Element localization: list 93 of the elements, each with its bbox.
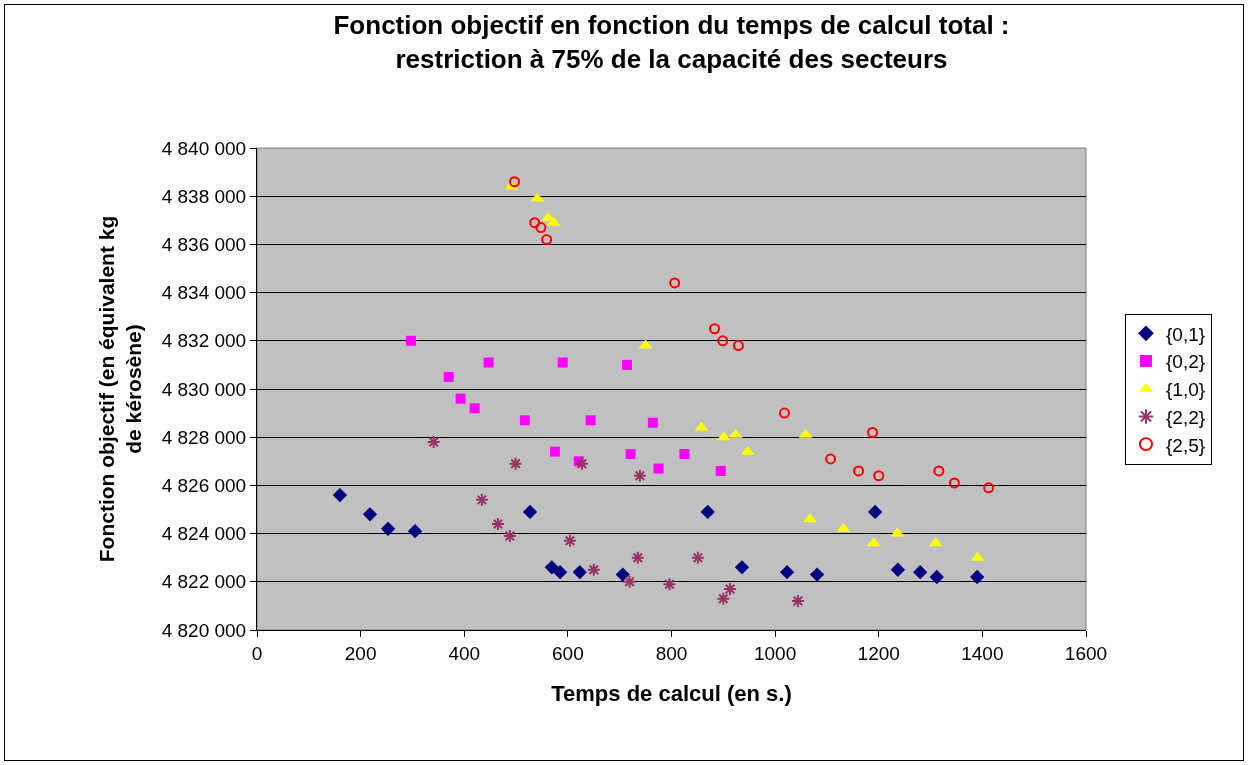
point (983, 482, 995, 494)
legend-label: {1,0} (1165, 379, 1206, 401)
point (544, 560, 559, 575)
point (332, 487, 348, 503)
legend-label: {2,5} (1165, 434, 1206, 456)
point (662, 577, 677, 592)
x-tick-label: 200 (344, 642, 377, 664)
y-tick-label: 4 830 000 (161, 378, 247, 400)
point (621, 359, 632, 370)
y-tick-label: 4 828 000 (161, 426, 247, 448)
point (535, 222, 547, 234)
point (490, 516, 505, 531)
y-tick-label: 4 836 000 (161, 234, 247, 256)
legend-label: {0,2} (1165, 351, 1206, 373)
point (690, 550, 705, 565)
point (948, 477, 960, 489)
point (585, 415, 596, 426)
point (362, 507, 378, 522)
chart-title: Fonction objectif en fonction du temps de calcul total : restriction à 75% de la capacité des secteurs (333, 10, 1010, 75)
y-tick-label: 4 840 000 (161, 137, 247, 159)
x-tick-label: 600 (552, 642, 584, 664)
point (716, 591, 731, 606)
point (653, 463, 664, 474)
x-tick-label: 800 (655, 642, 688, 664)
x-tick-label: 0 (251, 642, 263, 664)
point (469, 403, 480, 414)
point (970, 569, 985, 585)
y-axis-title: Fonction objectif (en équivalent kg de kérosène) (94, 215, 145, 563)
point (586, 562, 601, 577)
point (732, 340, 744, 352)
point (717, 335, 729, 347)
point (508, 456, 523, 471)
point (669, 277, 681, 289)
y-tick-label: 4 838 000 (161, 185, 247, 207)
point (825, 453, 837, 465)
point (809, 567, 825, 582)
point (913, 565, 928, 580)
point (647, 417, 658, 428)
point (522, 504, 538, 520)
point (455, 393, 466, 404)
point (630, 550, 645, 565)
point (502, 529, 517, 544)
legend-label: {2,2} (1165, 406, 1206, 428)
point (929, 569, 944, 585)
x-tick-label: 1000 (753, 642, 797, 664)
y-tick-label: 4 824 000 (161, 523, 247, 545)
y-tick-label: 4 822 000 (161, 571, 247, 593)
point (853, 465, 865, 477)
x-tick-label: 400 (448, 642, 481, 664)
legend-label: {0,1} (1165, 323, 1206, 345)
point (790, 594, 805, 609)
point (723, 582, 738, 597)
point (715, 465, 726, 476)
point (890, 562, 906, 577)
point (615, 567, 630, 582)
point (509, 176, 521, 188)
point (867, 426, 879, 438)
point (380, 521, 396, 536)
point (709, 323, 720, 335)
point (541, 234, 553, 246)
point (622, 574, 637, 589)
x-axis-title: Temps de calcul (en s.) (551, 680, 792, 706)
point (474, 492, 489, 507)
point (557, 357, 568, 368)
point (734, 560, 750, 575)
point (632, 468, 647, 483)
point (572, 565, 587, 580)
point (873, 470, 885, 482)
point (778, 407, 790, 419)
point (779, 565, 795, 580)
point (407, 524, 423, 539)
y-tick-label: 4 820 000 (161, 619, 247, 641)
point (549, 446, 560, 457)
point (679, 449, 690, 460)
point (405, 335, 416, 346)
point (625, 449, 636, 460)
point (483, 357, 494, 368)
y-tick-label: 4 832 000 (161, 330, 247, 352)
point (700, 504, 715, 520)
x-tick-label: 1400 (961, 642, 1004, 664)
y-tick-label: 4 834 000 (161, 282, 247, 304)
point (562, 533, 577, 548)
point (443, 371, 454, 382)
point (574, 456, 589, 471)
y-tick-label: 4 826 000 (161, 475, 247, 497)
point (519, 415, 530, 426)
x-tick-label: 1200 (857, 642, 900, 664)
point (867, 504, 883, 520)
point (529, 217, 541, 229)
x-tick-label: 1600 (1064, 642, 1108, 664)
point (552, 565, 568, 580)
point (426, 435, 441, 450)
point (933, 465, 945, 477)
